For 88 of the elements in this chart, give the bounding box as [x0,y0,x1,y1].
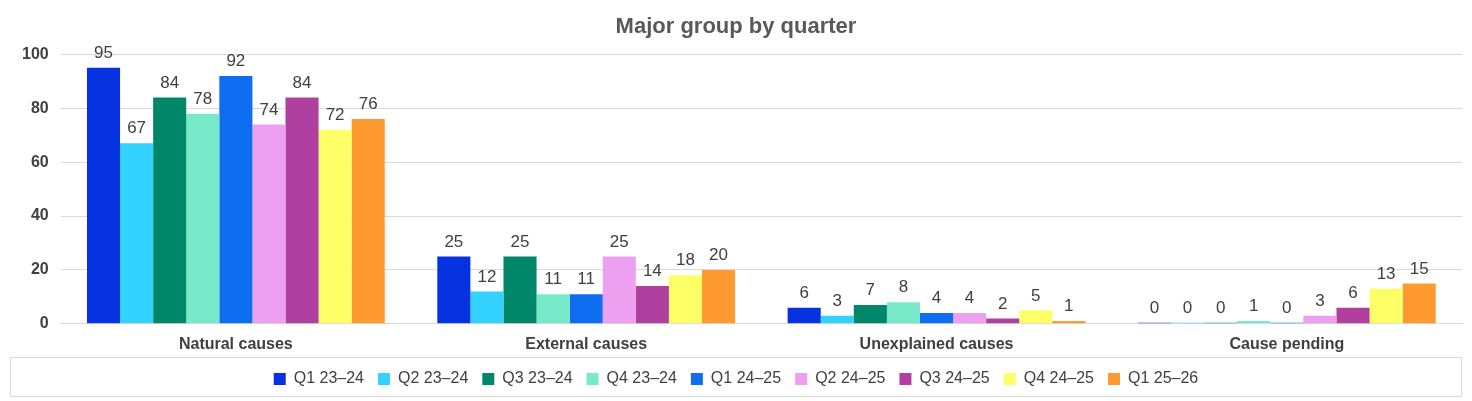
data-label: 14 [642,261,662,281]
data-label: 4 [964,288,975,308]
data-label: 12 [477,266,497,286]
bar [635,286,669,324]
data-label: 74 [259,99,279,119]
x-tick-label: Unexplained causes [859,334,1014,352]
data-label: 25 [444,231,464,251]
y-tick-label: 20 [30,260,49,278]
data-label: 1 [1249,296,1259,316]
data-label: 0 [1215,297,1226,317]
bar [186,113,220,324]
y-tick-label: 100 [21,44,49,62]
bar [853,304,887,324]
data-label: 67 [127,118,147,138]
y-tick-label: 0 [39,314,49,332]
data-label: 6 [1348,282,1358,302]
data-label: 3 [1315,290,1325,310]
data-label: 20 [709,245,728,265]
legend-label: Q3 23–24 [502,369,573,387]
legend-label: Q4 23–24 [606,369,677,387]
legend-label: Q4 24–25 [1023,369,1095,387]
y-tick-label: 40 [30,206,49,224]
data-label: 15 [1409,258,1429,278]
data-label: 0 [1149,297,1160,317]
bar [1237,321,1271,324]
legend-label: Q3 24–25 [919,369,990,387]
bar [503,256,537,324]
bar [153,97,187,324]
bar [437,256,471,324]
data-label: 72 [325,105,345,125]
bar [919,313,954,324]
data-label: 92 [226,51,246,71]
bar [86,67,121,324]
bar [120,143,154,324]
bar [470,291,504,324]
bar [1369,288,1403,324]
data-label: 0 [1282,297,1292,317]
data-label: 8 [898,277,909,297]
legend-label: Q2 23–24 [398,369,469,387]
legend-label: Q2 24–25 [815,369,886,387]
data-label: 95 [94,43,113,63]
data-label: 2 [997,293,1008,313]
data-label: 5 [1031,285,1041,305]
bar [886,302,920,324]
bar [318,129,352,324]
data-label: 13 [1376,263,1396,283]
y-tick-label: 60 [30,152,49,170]
legend-label: Q1 23–24 [293,369,365,387]
bar [787,307,821,324]
x-tick-label: Natural causes [178,334,293,352]
data-label: 4 [931,288,942,308]
data-label: 7 [865,280,876,300]
bar [569,294,603,324]
bar [602,256,636,324]
data-label: 76 [358,94,378,114]
chart-title: Major group by quarter [615,13,857,39]
bar [1336,307,1370,324]
legend-label: Q1 24–25 [710,369,782,387]
data-label: 84 [292,72,312,92]
bar [953,313,987,324]
x-tick-label: Cause pending [1229,334,1345,352]
data-label: 25 [609,231,629,251]
bar [820,315,854,324]
data-label: 11 [577,269,596,289]
bar [668,275,702,324]
bar [252,124,286,324]
bar [536,294,570,324]
data-label: 78 [193,88,213,108]
data-label: 11 [544,269,562,289]
x-tick-label: External causes [525,334,648,352]
bar [1019,310,1053,324]
bar [1303,315,1337,324]
legend-label: Q1 25–26 [1127,369,1199,387]
data-label: 6 [799,282,809,302]
data-label: 3 [832,290,842,310]
data-label: 1 [1064,296,1074,316]
bar [1402,283,1436,324]
bar [701,269,736,324]
bar [986,318,1020,324]
data-label: 18 [675,250,695,270]
data-label: 25 [510,231,530,251]
bar [1052,321,1086,324]
bar [351,119,385,324]
data-label: 84 [160,72,180,92]
bar [219,75,253,324]
bar [285,97,319,324]
y-tick-label: 80 [30,98,49,116]
data-label: 0 [1182,297,1193,317]
